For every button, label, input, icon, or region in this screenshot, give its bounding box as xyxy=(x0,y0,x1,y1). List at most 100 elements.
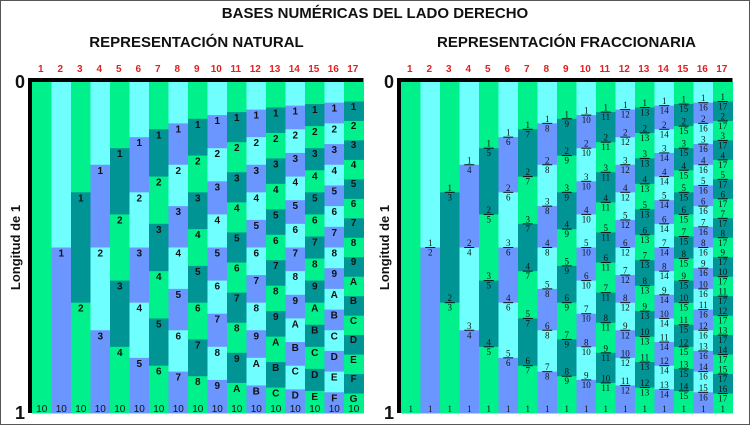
digit-label: 1 xyxy=(97,166,103,177)
fraction-numerator: 3 xyxy=(643,149,648,159)
segment xyxy=(654,271,675,296)
segment xyxy=(168,288,189,331)
column-label: 7 xyxy=(155,64,161,75)
segment xyxy=(479,214,499,282)
segment xyxy=(227,112,247,143)
segment xyxy=(654,82,675,107)
digit-label: 8 xyxy=(331,249,337,260)
fraction-denominator: 11 xyxy=(601,353,610,363)
fraction-numerator: 4 xyxy=(487,337,492,347)
segment xyxy=(615,82,636,111)
fraction-numerator: 7 xyxy=(623,266,628,276)
fraction-numerator: 3 xyxy=(545,197,550,207)
right-panel-title: REPRESENTACIÓN FRACCIONARIA xyxy=(437,34,696,51)
fraction-denominator: 14 xyxy=(660,177,670,187)
fraction-denominator: 14 xyxy=(660,153,670,163)
column-label: 16 xyxy=(697,64,709,75)
column-label: 6 xyxy=(504,64,510,75)
column-label: 1 xyxy=(407,64,413,75)
fraction-numerator: 13 xyxy=(718,326,728,336)
fraction-numerator: 16 xyxy=(718,384,728,394)
fraction-numerator: 2 xyxy=(506,183,511,193)
segment xyxy=(129,357,150,414)
digit-label: 4 xyxy=(195,230,201,241)
digit-label: 3 xyxy=(195,193,201,204)
segment xyxy=(615,302,636,331)
fraction-denominator: 12 xyxy=(621,330,630,340)
segment xyxy=(266,311,286,338)
segment xyxy=(266,387,286,414)
fraction-denominator: 7 xyxy=(526,224,531,234)
segment xyxy=(149,365,169,414)
fraction-numerator: 5 xyxy=(643,200,648,210)
segment xyxy=(713,374,733,395)
fraction-denominator: 11 xyxy=(601,323,610,333)
segment xyxy=(615,357,636,386)
fraction-numerator: 2 xyxy=(565,146,570,156)
segment xyxy=(285,105,306,130)
fraction-denominator: 15 xyxy=(679,391,689,401)
segment xyxy=(557,192,577,230)
bottom-label: 10 xyxy=(192,404,204,415)
fraction-numerator: 10 xyxy=(640,327,650,337)
segment xyxy=(518,223,538,272)
fraction-denominator: 11 xyxy=(601,232,610,242)
fraction-numerator: 1 xyxy=(721,92,726,102)
segment xyxy=(440,82,460,193)
fraction-denominator: 13 xyxy=(640,286,650,296)
segment xyxy=(693,350,714,373)
segment xyxy=(674,390,694,414)
digit-label: 9 xyxy=(253,331,259,342)
segment xyxy=(168,330,189,373)
segment xyxy=(344,120,364,141)
digit-label: 2 xyxy=(97,249,103,260)
segment xyxy=(305,258,325,282)
bottom-label: 1 xyxy=(721,404,726,414)
fraction-numerator: 2 xyxy=(545,155,550,165)
digit-label: 7 xyxy=(175,373,181,384)
fraction-denominator: 5 xyxy=(487,214,492,224)
digit-label: 3 xyxy=(234,173,240,184)
segment xyxy=(576,214,597,248)
column-label: 11 xyxy=(230,64,241,75)
segment xyxy=(246,385,267,414)
segment xyxy=(635,183,655,210)
fraction-denominator: 11 xyxy=(601,172,610,182)
segment xyxy=(324,164,345,186)
fraction-denominator: 15 xyxy=(679,281,689,291)
fraction-numerator: 1 xyxy=(604,103,609,113)
column-label: 8 xyxy=(543,64,549,75)
segment xyxy=(693,392,714,414)
segment xyxy=(537,82,558,124)
fraction-numerator: 5 xyxy=(701,176,706,186)
fraction-numerator: 9 xyxy=(604,343,609,353)
fraction-numerator: 8 xyxy=(565,367,570,377)
segment xyxy=(693,123,714,145)
segment xyxy=(635,234,655,261)
segment xyxy=(557,376,577,414)
fraction-denominator: 3 xyxy=(448,303,453,313)
digit-label: 2 xyxy=(234,143,240,154)
fraction-denominator: 14 xyxy=(660,200,670,210)
segment xyxy=(71,192,91,304)
digit-label: 8 xyxy=(234,324,240,335)
segment xyxy=(246,164,267,193)
fraction-numerator: 2 xyxy=(643,123,648,133)
digit-label: 1 xyxy=(136,138,142,149)
fraction-denominator: 17 xyxy=(718,121,728,131)
segment xyxy=(266,132,286,159)
segment xyxy=(344,276,364,297)
bottom-label: 10 xyxy=(329,404,341,415)
fraction-denominator: 13 xyxy=(640,184,650,194)
fraction-denominator: 15 xyxy=(679,236,689,246)
segment xyxy=(110,346,130,414)
segment xyxy=(537,206,558,248)
segment xyxy=(285,318,306,343)
segment xyxy=(615,385,636,414)
segment xyxy=(615,219,636,248)
segment xyxy=(713,179,733,200)
segment xyxy=(149,318,169,367)
segment xyxy=(635,82,655,108)
segment xyxy=(654,294,675,319)
